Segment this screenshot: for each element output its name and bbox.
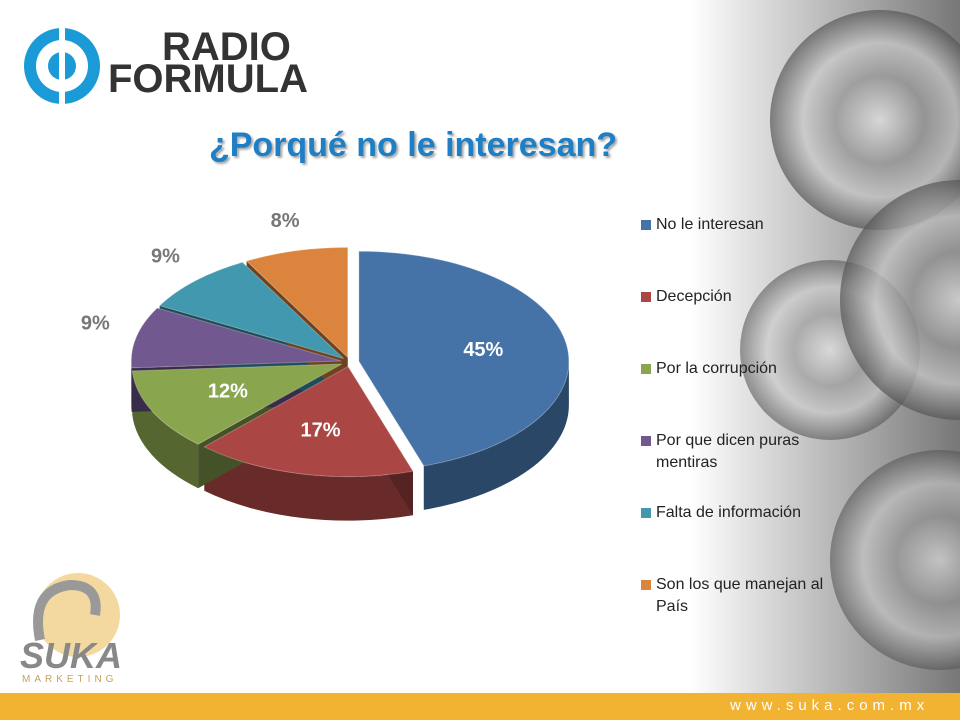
slice-tops	[130, 246, 570, 478]
legend-entry: Decepción	[641, 286, 911, 308]
slice	[130, 307, 342, 369]
legend-entry: Son los que manejan al País	[641, 574, 911, 618]
legend-swatch	[641, 580, 651, 590]
logo-line1: RADIO	[162, 25, 291, 69]
footer-bar	[0, 693, 960, 720]
legend-swatch	[641, 220, 651, 230]
legend-swatch	[641, 292, 651, 302]
data-label: 45%	[463, 339, 503, 361]
legend-entry: Por la corrupción	[641, 358, 911, 380]
slice-side	[204, 446, 413, 521]
slice	[245, 246, 349, 359]
legend-label: No le interesan	[656, 216, 764, 233]
website: www.suka.com.mx	[730, 697, 930, 714]
chart-title: ¿Porqué no le interesan?	[208, 126, 618, 164]
data-labels: 45% 17% 12% 9% 9% 8%	[81, 210, 504, 441]
legend-label: Son los que manejan al País	[656, 576, 824, 615]
slice-side	[132, 370, 199, 489]
logo-line2: FORMULA	[108, 57, 308, 101]
legend-swatch	[641, 436, 651, 446]
data-label: 8%	[271, 210, 300, 232]
speaker	[840, 180, 960, 420]
legend-swatch	[641, 508, 651, 518]
suka-brand: SUKA	[20, 635, 122, 676]
legend-label: Por que dicen puras mentiras	[656, 432, 800, 471]
suka-logo: SUKA MARKETING	[20, 573, 122, 685]
suka-tagline: MARKETING	[22, 674, 117, 685]
data-label: 9%	[151, 246, 180, 268]
speaker	[830, 450, 960, 670]
legend-label: Decepción	[656, 288, 732, 305]
slice	[358, 250, 570, 467]
radio-formula-logo: RADIO FORMULA	[24, 25, 308, 104]
speaker	[770, 10, 960, 230]
legend-entry: No le interesan	[641, 214, 911, 236]
legend-label: Por la corrupción	[656, 360, 777, 377]
data-label: 17%	[301, 419, 341, 441]
legend-swatch	[641, 364, 651, 374]
data-label: 9%	[81, 312, 110, 334]
data-label: 12%	[208, 380, 248, 402]
slice-side	[423, 361, 569, 510]
legend-entry: Por que dicen puras mentiras	[641, 430, 911, 474]
legend-entry: Falta de información	[641, 502, 911, 524]
slice	[131, 363, 343, 445]
slice	[158, 261, 344, 360]
legend-label: Falta de información	[656, 504, 801, 521]
slice	[203, 365, 414, 478]
